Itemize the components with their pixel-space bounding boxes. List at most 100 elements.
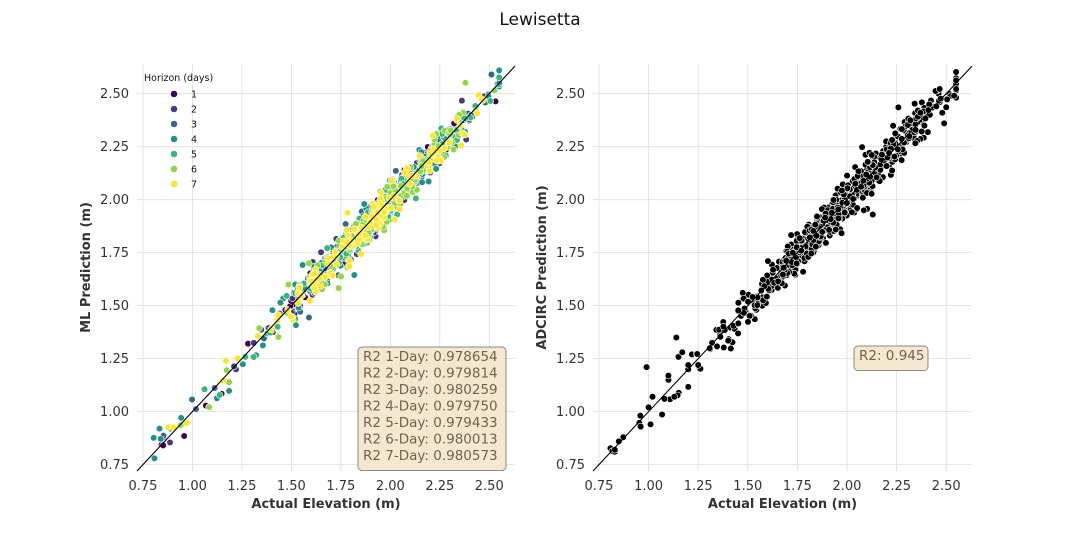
- y-tick-label: 0.75: [100, 458, 129, 473]
- scatter-point: [436, 147, 444, 155]
- scatter-point: [461, 79, 470, 87]
- scatter-point: [811, 220, 819, 229]
- x-tick-label: 0.75: [128, 479, 157, 494]
- scatter-point: [403, 192, 411, 200]
- scatter-point: [706, 344, 714, 352]
- y-tick-label: 0.75: [556, 458, 585, 473]
- legend-entry-label: 3: [191, 120, 197, 131]
- scatter-point: [869, 210, 877, 219]
- adcirc-r2-annotation: R2: 0.945: [853, 345, 929, 371]
- scatter-point: [678, 348, 686, 356]
- scatter-point: [169, 423, 177, 431]
- scatter-point: [924, 128, 932, 136]
- scatter-point: [490, 86, 499, 95]
- scatter-point: [357, 250, 365, 258]
- scatter-point: [911, 126, 920, 134]
- y-tick-label: 1.00: [100, 405, 129, 420]
- scatter-point: [329, 271, 337, 280]
- legend-marker: [170, 90, 178, 98]
- scatter-point: [859, 177, 868, 185]
- scatter-point: [693, 350, 701, 358]
- y-tick-label: 1.25: [100, 352, 129, 367]
- scatter-point: [619, 433, 627, 441]
- r2-annotation-line: R2 6-Day: 0.980013: [363, 432, 498, 448]
- scatter-point: [391, 216, 399, 224]
- r2-annotation-line: R2 5-Day: 0.979433: [363, 415, 498, 431]
- scatter-point: [343, 226, 351, 234]
- scatter-point: [287, 312, 295, 320]
- y-tick-label: 1.25: [556, 352, 585, 367]
- scatter-point: [615, 437, 623, 445]
- scatter-point: [674, 353, 683, 361]
- scatter-point: [387, 204, 395, 212]
- y-tick-label: 2.25: [100, 140, 129, 155]
- x-tick-label: 1.75: [783, 479, 812, 494]
- scatter-point: [938, 109, 946, 117]
- scatter-point: [894, 103, 902, 111]
- adcirc-prediction-panel: 0.75 1.00 1.25 1.50 1.75 2.00 2.25 2.50 0.75 1.0…: [535, 64, 973, 512]
- y-tick-label: 1.00: [556, 405, 585, 420]
- y-tick-label: 1.75: [556, 246, 585, 261]
- scatter-point: [670, 393, 678, 401]
- r2-annotation-box: [853, 345, 929, 371]
- x-tick-label: 1.25: [227, 479, 256, 494]
- scatter-point: [239, 360, 247, 368]
- scatter-point: [425, 177, 433, 186]
- scatter-point: [796, 234, 804, 242]
- scatter-point: [940, 119, 948, 127]
- scatter-point: [860, 206, 868, 214]
- scatter-point: [343, 209, 352, 217]
- scatter-point: [342, 220, 350, 228]
- scatter-point: [345, 262, 353, 270]
- scatter-point: [806, 233, 814, 242]
- scatter-point: [447, 126, 455, 135]
- scatter-point: [734, 319, 742, 327]
- scatter-point: [305, 313, 313, 322]
- figure-title: Lewisetta: [499, 10, 580, 30]
- y-tick-label: 2.50: [556, 87, 585, 102]
- ml-prediction-panel: 0.75 1.00 1.25 1.50 1.75 2.00 2.25 2.50 0.75 1.0…: [79, 64, 516, 512]
- scatter-point: [878, 150, 886, 159]
- legend-entry-label: 2: [191, 105, 197, 116]
- y-tick-label: 1.75: [100, 246, 129, 261]
- scatter-point: [461, 131, 469, 139]
- scatter-point: [166, 438, 174, 447]
- scatter-point: [891, 129, 899, 137]
- scatter-point: [457, 141, 465, 150]
- legend-marker: [170, 105, 178, 113]
- scatter-point: [432, 156, 440, 165]
- adcirc-y-axis-label: ADCIRC Prediction (m): [535, 185, 550, 349]
- scatter-point: [854, 167, 863, 175]
- scatter-point: [350, 271, 358, 279]
- scatter-point: [360, 200, 368, 208]
- scatter-point: [155, 424, 164, 433]
- scatter-point: [890, 153, 899, 161]
- scatter-point: [864, 158, 872, 166]
- scatter-point: [818, 228, 826, 236]
- scatter-point: [306, 297, 314, 305]
- scatter-point: [888, 166, 896, 175]
- scatter-point: [739, 289, 747, 297]
- scatter-point: [774, 277, 782, 285]
- scatter-point: [787, 231, 795, 239]
- scatter-point: [753, 301, 761, 309]
- scatter-point: [763, 293, 771, 301]
- scatter-point: [337, 272, 345, 281]
- scatter-point: [853, 204, 861, 212]
- scatter-point: [372, 221, 380, 229]
- scatter-point: [789, 249, 797, 257]
- scatter-point: [310, 270, 319, 278]
- scatter-point: [779, 270, 787, 279]
- scatter-point: [395, 197, 403, 205]
- scatter-point: [813, 212, 821, 221]
- scatter-point: [370, 203, 378, 211]
- legend-entry-label: 7: [191, 180, 197, 191]
- scatter-point: [254, 332, 262, 340]
- y-tick-label: 1.50: [556, 299, 585, 314]
- legend-marker: [170, 135, 178, 143]
- legend-entry-label: 5: [191, 150, 197, 161]
- scatter-point: [849, 195, 857, 203]
- scatter-point: [401, 168, 409, 177]
- scatter-point: [809, 227, 817, 235]
